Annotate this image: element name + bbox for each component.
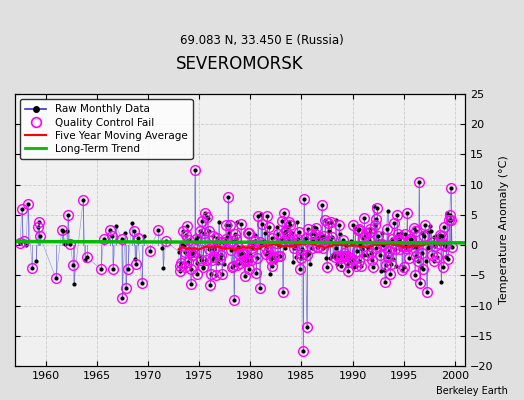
Text: Berkeley Earth: Berkeley Earth <box>436 386 508 396</box>
Legend: Raw Monthly Data, Quality Control Fail, Five Year Moving Average, Long-Term Tren: Raw Monthly Data, Quality Control Fail, … <box>20 99 192 159</box>
Y-axis label: Temperature Anomaly (°C): Temperature Anomaly (°C) <box>499 156 509 304</box>
Text: 69.083 N, 33.450 E (Russia): 69.083 N, 33.450 E (Russia) <box>180 34 344 47</box>
Title: SEVEROMORSK: SEVEROMORSK <box>176 55 304 73</box>
